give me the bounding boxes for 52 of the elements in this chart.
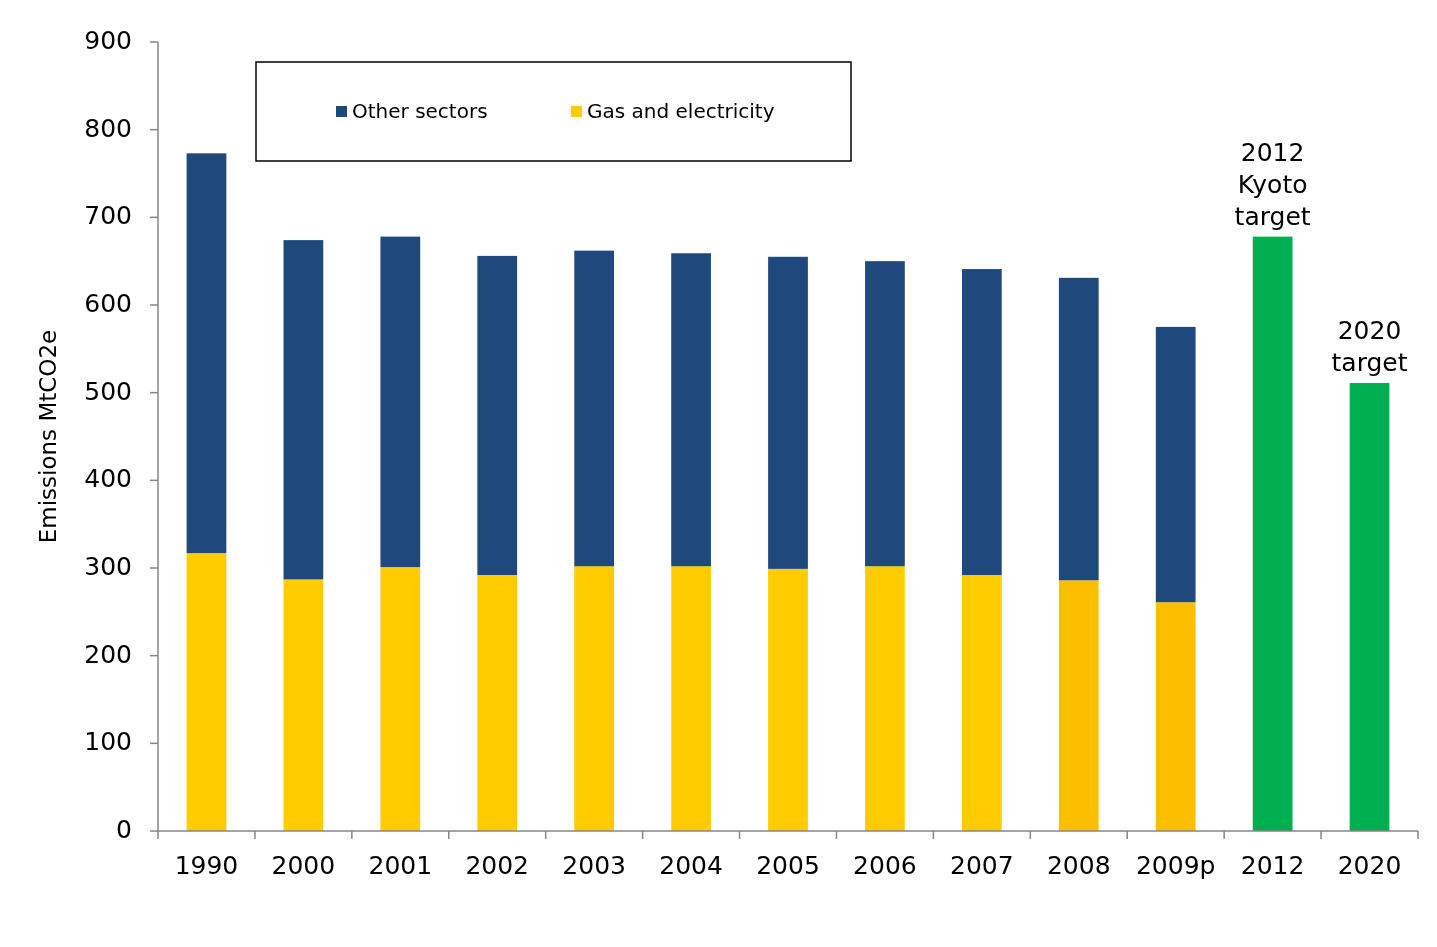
bar — [671, 566, 711, 831]
bar — [768, 256, 808, 569]
legend-label: Gas and electricity — [587, 98, 775, 123]
bar — [1155, 602, 1196, 831]
bar — [768, 568, 808, 831]
x-tick-label: 2009p — [1135, 851, 1216, 880]
bar — [283, 579, 324, 831]
x-tick-label: 2002 — [465, 851, 530, 880]
x-tick-label: 2020 — [1337, 851, 1402, 880]
bar — [865, 261, 905, 567]
bar — [574, 250, 615, 567]
x-tick-label: 2001 — [368, 851, 433, 880]
bar — [574, 566, 615, 831]
bar — [477, 255, 518, 576]
y-tick-label: 200 — [84, 639, 132, 669]
bar — [961, 575, 1002, 831]
y-tick-label: 300 — [84, 552, 132, 581]
bar — [865, 566, 905, 831]
x-tick-label: 2006 — [853, 851, 917, 880]
bar — [1155, 326, 1196, 603]
x-tick-label: 1990 — [174, 851, 239, 880]
annotation: 2020 target — [1331, 316, 1408, 378]
y-axis-title: Emissions MtCO2e — [35, 329, 61, 544]
bar — [380, 567, 421, 831]
bar — [961, 269, 1002, 576]
y-tick-label: 700 — [84, 201, 132, 231]
x-tick-label: 2007 — [950, 851, 1014, 880]
y-tick-label: 800 — [84, 113, 132, 143]
x-tick-label: 2005 — [756, 851, 820, 880]
y-tick-label: 400 — [84, 464, 132, 494]
x-tick-label: 2003 — [562, 851, 626, 880]
x-tick-label: 2012 — [1240, 851, 1305, 880]
bar — [186, 553, 227, 831]
bar — [1058, 277, 1099, 581]
y-tick-label: 500 — [84, 376, 132, 406]
y-tick-label: 600 — [84, 289, 132, 318]
y-tick-label: 0 — [116, 815, 132, 844]
bar — [1252, 236, 1293, 831]
annotation: 2012 Kyoto target — [1234, 137, 1311, 231]
x-tick-label: 2000 — [271, 851, 336, 880]
bar — [283, 240, 324, 580]
x-tick-label: 2004 — [659, 851, 723, 880]
bar — [477, 575, 518, 831]
bar — [1058, 580, 1099, 831]
legend-label: Other sectors — [352, 98, 488, 123]
bar — [671, 253, 711, 567]
bar — [186, 153, 227, 554]
bar — [1349, 383, 1390, 831]
y-tick-label: 900 — [84, 26, 132, 55]
y-tick-label: 100 — [84, 727, 132, 757]
x-tick-label: 2008 — [1046, 851, 1111, 880]
bar — [380, 236, 421, 568]
